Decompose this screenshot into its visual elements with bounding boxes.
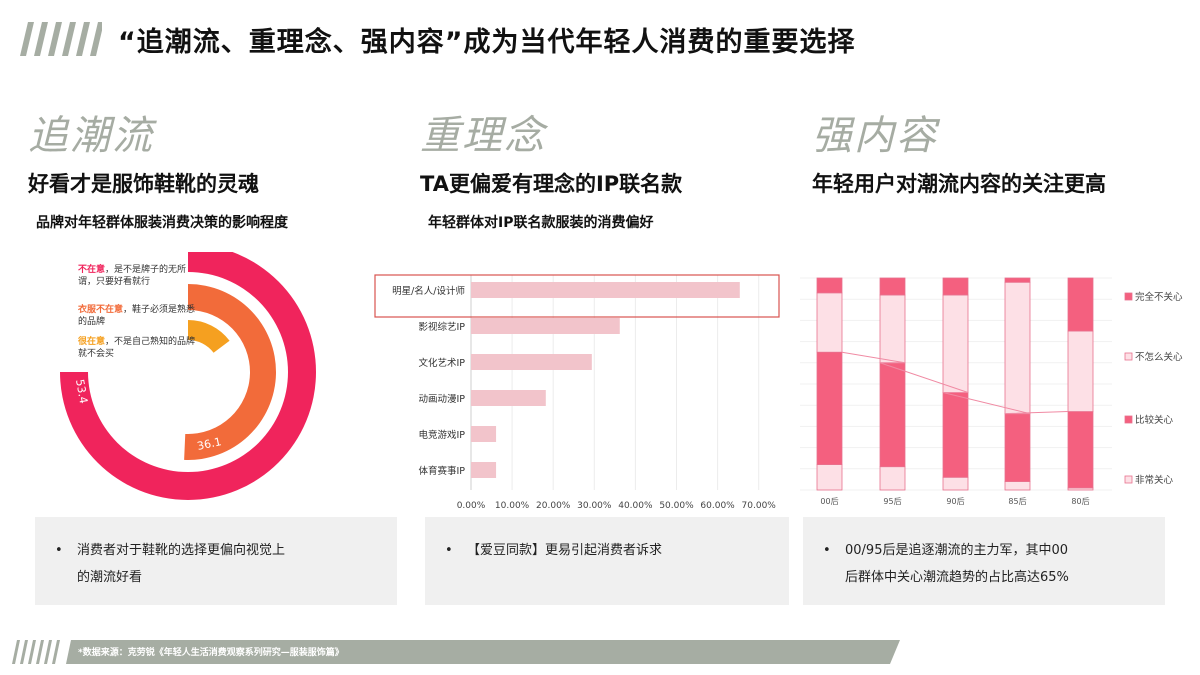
legend-item: 比较关心 xyxy=(1124,414,1174,426)
section-trend: 追潮流 好看才是服饰鞋靴的灵魂 品牌对年轻群体服装消费决策的影响程度 xyxy=(28,110,398,232)
stacked-bar xyxy=(942,277,969,491)
category-label: 80后 xyxy=(1071,496,1089,506)
legend-item: 非常关心 xyxy=(1124,474,1174,486)
svg-text:非常关心: 非常关心 xyxy=(1135,474,1174,486)
chart-subtitle: 品牌对年轻群体服装消费决策的影响程度 xyxy=(36,215,288,231)
section-headline: TA更偏爱有理念的IP联名款 xyxy=(420,172,683,196)
legend-item: 完全不关心 xyxy=(1124,291,1183,303)
stacked-bar xyxy=(1004,277,1031,491)
svg-text:完全不关心: 完全不关心 xyxy=(1135,291,1183,303)
x-tick-label: 0.00% xyxy=(457,501,486,511)
section-keyword: 重理念 xyxy=(420,113,546,159)
ip-preference-bar-chart: 0.00% 10.00% 20.00% 30.00% 40.00% 50.00% 60.00… xyxy=(372,270,792,515)
note-box: • 00/95后是追逐潮流的主力军，其中00 后群体中关心潮流趋势的占比高达65… xyxy=(803,517,1165,605)
radial-value-label: 53.4 xyxy=(73,378,90,404)
category-label: 文化艺术IP xyxy=(418,357,465,369)
bar xyxy=(471,426,497,442)
radial-legend-item: 很在意，不是自己熟知的品牌就不会买 xyxy=(78,337,196,359)
note-text: 消费者对于鞋靴的选择更偏向视觉上 的潮流好看 xyxy=(77,543,286,585)
section-concept: 重理念 TA更偏爱有理念的IP联名款 年轻群体对IP联名款服装的消费偏好 xyxy=(420,110,790,232)
note-box: • 【爱豆同款】更易引起消费者诉求 xyxy=(425,517,789,605)
section-content: 强内容 年轻用户对潮流内容的关注更高 xyxy=(812,110,1192,198)
radial-legend-item: 衣服不在意，鞋子必须是熟悉的品牌 xyxy=(78,305,196,327)
category-label: 动画动漫IP xyxy=(418,393,465,405)
radial-segment xyxy=(188,320,230,353)
x-tick-label: 40.00% xyxy=(618,501,653,511)
x-tick-label: 50.00% xyxy=(659,501,694,511)
radial-value-label: 36.1 xyxy=(196,435,223,453)
category-label: 00后 xyxy=(820,496,838,506)
bar xyxy=(471,354,592,370)
highlight-box xyxy=(374,274,780,318)
legend-item: 不怎么关心 xyxy=(1124,351,1183,363)
radial-segment xyxy=(184,284,276,460)
stacked-bar xyxy=(1067,277,1094,491)
x-tick-label: 10.00% xyxy=(495,501,530,511)
category-label: 明星/名人/设计师 xyxy=(392,285,465,297)
section-headline: 好看才是服饰鞋靴的灵魂 xyxy=(28,172,259,196)
note-text: 00/95后是追逐潮流的主力军，其中00 后群体中关心潮流趋势的占比高达65% xyxy=(845,543,1069,585)
bar-chart-canvas: 0.00% 10.00% 20.00% 30.00% 40.00% 50.00% 60.00… xyxy=(374,274,780,511)
note-text: 【爱豆同款】更易引起消费者诉求 xyxy=(467,543,663,558)
category-label: 95后 xyxy=(883,496,901,506)
svg-text:比较关心: 比较关心 xyxy=(1135,414,1174,426)
stacked-bar xyxy=(816,277,843,491)
bar xyxy=(471,462,497,478)
bullet-icon: • xyxy=(55,543,63,558)
data-source: *数据来源：克劳锐《年轻人生活消费观察系列研究—服装服饰篇》 xyxy=(78,648,344,658)
category-label: 影视综艺IP xyxy=(418,321,465,333)
section-keyword: 追潮流 xyxy=(28,113,154,159)
radial-value-label: 10.5 xyxy=(212,350,239,376)
svg-text:不怎么关心: 不怎么关心 xyxy=(1135,351,1183,363)
x-tick-label: 70.00% xyxy=(742,501,777,511)
bullet-icon: • xyxy=(823,543,831,558)
stacked-bar xyxy=(879,277,906,491)
bullet-icon: • xyxy=(445,543,453,558)
radial-chart-canvas: 53.4 36.1 10.5 xyxy=(60,252,316,500)
footer-bar xyxy=(12,640,900,664)
category-label: 电竞游戏IP xyxy=(418,429,465,441)
trend-line xyxy=(841,351,1069,415)
x-tick-label: 30.00% xyxy=(577,501,612,511)
page-title: “追潮流、重理念、强内容”成为当代年轻人消费的重要选择 xyxy=(118,27,856,58)
category-label: 体育赛事IP xyxy=(418,465,465,477)
category-label: 85后 xyxy=(1008,496,1026,506)
trend-attention-stacked-chart: 00后 95后 90后 85后 80后 完全不关心不怎么关心比较关心非常关心 xyxy=(800,270,1195,515)
x-tick-label: 60.00% xyxy=(700,501,735,511)
bar xyxy=(471,282,740,298)
section-headline: 年轻用户对潮流内容的关注更高 xyxy=(812,172,1106,196)
chart-subtitle: 年轻群体对IP联名款服装的消费偏好 xyxy=(428,215,654,231)
x-tick-label: 20.00% xyxy=(536,501,571,511)
bar xyxy=(471,318,620,334)
bar xyxy=(471,390,546,406)
radial-legend-item: 不在意，是不是牌子的无所谓，只要好看就行 xyxy=(78,265,187,287)
header-stripes-icon xyxy=(20,22,102,56)
section-keyword: 强内容 xyxy=(812,113,938,159)
note-box: • 消费者对于鞋靴的选择更偏向视觉上 的潮流好看 xyxy=(35,517,397,605)
radial-bar-chart: 53.4 36.1 10.5 不在意，是不是牌子的无所谓，只要好看就行 衣服不在意，… xyxy=(28,252,348,512)
category-label: 90后 xyxy=(946,496,964,506)
